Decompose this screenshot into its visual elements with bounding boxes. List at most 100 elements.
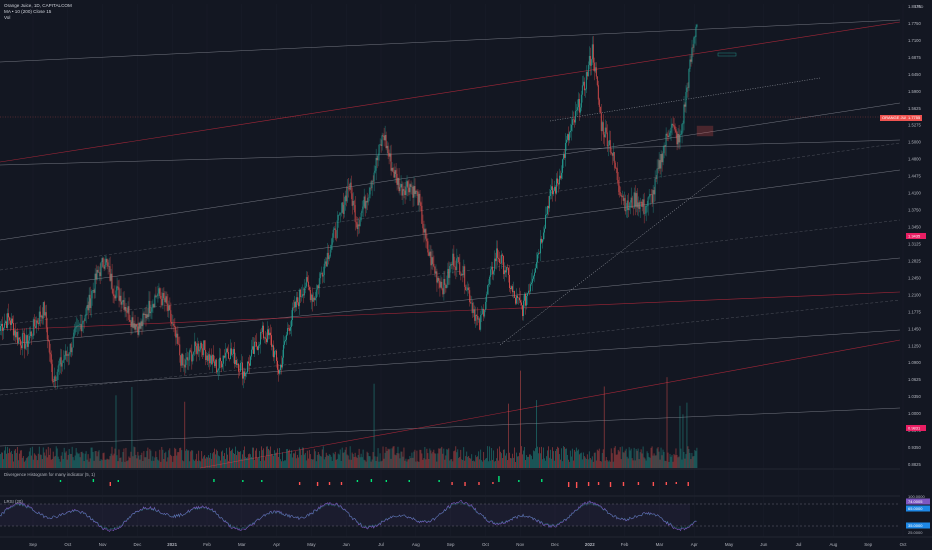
volume-bar xyxy=(621,446,623,468)
volume-bar xyxy=(446,449,448,468)
candle-body xyxy=(349,182,351,190)
candle-body xyxy=(505,270,506,273)
volume-bar xyxy=(685,454,687,468)
candle-body xyxy=(632,207,634,209)
candle-body xyxy=(358,224,360,227)
candle-body xyxy=(191,351,193,362)
volume-bar xyxy=(389,448,391,468)
volume-bar xyxy=(437,453,439,468)
candle-body xyxy=(603,134,605,138)
candle-body xyxy=(574,111,576,123)
candle-body xyxy=(310,294,312,301)
rsi-axis-label: 25.0000 xyxy=(908,530,923,535)
volume-bar xyxy=(375,460,377,468)
volume-bar xyxy=(607,461,609,468)
volume-bar xyxy=(9,452,11,468)
volume-bar xyxy=(496,458,498,468)
volume-bar xyxy=(246,457,247,468)
candle-body xyxy=(175,327,177,338)
candle-body xyxy=(669,132,671,136)
volume-bar xyxy=(316,455,318,468)
volume-bar xyxy=(137,451,139,468)
legend-vol[interactable]: Vol xyxy=(4,15,11,20)
candle-body xyxy=(408,187,410,193)
volume-bar xyxy=(143,451,145,468)
candle-body xyxy=(60,357,62,367)
candle-body xyxy=(654,178,656,195)
x-tick-label: Jun xyxy=(343,542,351,547)
candle-body xyxy=(193,351,195,355)
volume-bar xyxy=(178,452,180,468)
volume-bar xyxy=(16,446,18,468)
x-tick-label: Jun xyxy=(760,542,768,547)
candle-body xyxy=(539,253,540,254)
candle-body xyxy=(321,272,323,277)
candle-body xyxy=(678,133,680,143)
candle-body xyxy=(208,354,210,361)
candle-body xyxy=(327,252,329,260)
volume-bar xyxy=(555,450,556,468)
volume-bar xyxy=(120,457,122,468)
candle-body xyxy=(227,348,228,353)
volume-bar xyxy=(271,453,272,468)
volume-bar xyxy=(516,452,517,468)
volume-bar xyxy=(536,400,537,468)
x-tick-label: Sep xyxy=(447,542,455,547)
candle-body xyxy=(355,221,357,223)
volume-bar xyxy=(127,460,129,468)
volume-bar xyxy=(551,458,552,468)
candle-body xyxy=(395,170,397,174)
volume-bar xyxy=(301,447,303,468)
divergence-bar xyxy=(117,480,119,482)
candle-body xyxy=(284,339,286,342)
candle-body xyxy=(402,189,404,196)
volume-bar xyxy=(59,461,61,468)
volume-bar xyxy=(541,446,542,468)
y-tick-label: 1.3750 xyxy=(908,208,921,213)
volume-bar xyxy=(71,446,73,468)
candle-body xyxy=(478,318,480,320)
legend-title[interactable]: Orange Juice, 1D, CAPITALCOM xyxy=(4,3,72,8)
rsi-pane-label[interactable]: LRSI (20) xyxy=(4,499,23,504)
volume-bar xyxy=(275,452,276,468)
candle-body xyxy=(586,72,588,77)
candle-body xyxy=(500,262,502,264)
volume-bar xyxy=(512,453,513,468)
volume-bar xyxy=(513,457,514,468)
candle-body xyxy=(170,310,172,322)
volume-bar xyxy=(592,461,594,468)
candle-body xyxy=(692,47,694,49)
volume-bar xyxy=(605,457,607,468)
volume-bar xyxy=(42,447,44,468)
candle-body xyxy=(647,197,649,206)
volume-bar xyxy=(297,457,299,468)
divergence-pane-label[interactable]: Divergence Histogram for many indicator … xyxy=(4,472,96,477)
volume-bar xyxy=(440,448,442,468)
candle-body xyxy=(386,145,388,149)
volume-bar xyxy=(633,447,635,468)
volume-bar xyxy=(688,448,690,468)
x-tick-label: May xyxy=(725,542,734,547)
volume-bar xyxy=(576,450,578,468)
candle-body xyxy=(663,145,665,154)
x-tick-label: Mar xyxy=(238,542,246,547)
volume-bar xyxy=(317,451,319,468)
volume-bar xyxy=(53,456,55,468)
volume-bar xyxy=(298,447,300,468)
candle-body xyxy=(474,309,476,321)
volume-bar xyxy=(46,457,48,468)
candle-body xyxy=(197,343,199,354)
candle-body xyxy=(309,289,311,301)
candle-body xyxy=(642,199,644,207)
legend-ma[interactable]: MA • 10 (200) Close 15 xyxy=(4,9,52,14)
x-tick-label: Apr xyxy=(273,542,280,547)
candle-body xyxy=(575,110,577,112)
candle-body xyxy=(688,68,690,88)
volume-bar xyxy=(287,450,289,468)
candle-body xyxy=(282,344,284,358)
volume-bar xyxy=(236,455,237,468)
candle-body xyxy=(588,55,590,65)
candle-body xyxy=(293,301,295,308)
